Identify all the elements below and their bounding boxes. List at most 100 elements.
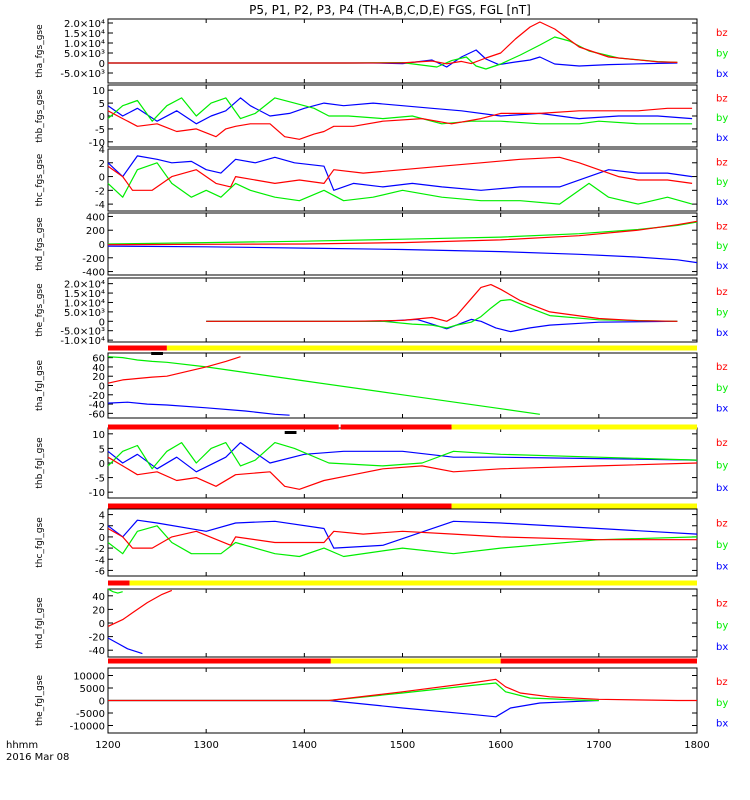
x-tick-label: 1700	[586, 740, 611, 751]
y-axis-label: thc_fgs_gse	[35, 153, 45, 206]
series-line-by	[206, 299, 678, 329]
y-tick-label: 5.0×10³	[64, 49, 105, 60]
series-line-bz	[107, 107, 693, 140]
y-tick-label: -40	[89, 646, 105, 657]
series-line-by	[107, 588, 123, 594]
y-tick-label: 10	[92, 86, 105, 97]
series-line-by	[107, 442, 698, 470]
series-line-bx	[108, 699, 599, 718]
y-tick-label: -5000	[76, 709, 105, 720]
y-tick-label: 2.0×10⁴	[64, 280, 105, 291]
status-segment-red	[108, 503, 452, 509]
status-bar-4	[108, 580, 697, 586]
x-axis-label-hhmm: hhmm	[6, 740, 38, 751]
y-tick-label: -400	[82, 268, 105, 279]
legend-by: by	[716, 48, 728, 59]
status-segment-red	[500, 658, 697, 664]
panel-frame	[107, 277, 698, 343]
legend-by: by	[716, 698, 728, 709]
x-tick-label: 1500	[390, 740, 415, 751]
status-bar-5	[108, 658, 697, 664]
x-axis: 1200 1300 1400 1500 1600 1700 1800	[95, 740, 709, 751]
status-mark	[151, 352, 163, 355]
series-line-bz	[206, 284, 678, 322]
y-tick-label: 5	[99, 444, 105, 455]
legend-by: by	[716, 113, 728, 124]
y-tick-label: 0	[99, 459, 105, 470]
legend-bx: bx	[716, 261, 728, 272]
x-tick-label: 1300	[193, 740, 218, 751]
x-tick-label: 1800	[684, 740, 709, 751]
status-segment-red	[108, 658, 331, 664]
y-tick-label: 200	[86, 226, 105, 237]
series-line-by	[108, 36, 678, 70]
panels-group: 2.0×10⁴1.5×10⁴1.0×10⁴5.0×10³0-5.0×10³tha…	[35, 18, 728, 734]
y-tick-label: -4	[95, 200, 105, 211]
panel-thd_fgl_gse: 40 20 0 -20 -40 thd_fgl_gse bz by bx	[35, 588, 728, 658]
status-segment-yellow	[166, 345, 697, 351]
series-line-by	[107, 356, 540, 415]
legend-bx: bx	[716, 719, 728, 730]
y-tick-label: 4	[99, 511, 105, 522]
y-axis-label: thd_fgl_gse	[35, 597, 45, 649]
series-line-bz	[108, 21, 678, 65]
series-line-bz	[107, 456, 698, 490]
legend-bz: bz	[716, 438, 728, 449]
x-tick-label: 1600	[488, 740, 513, 751]
y-tick-label: 1.0×10⁴	[64, 298, 105, 309]
y-tick-label: -5.0×10³	[60, 327, 105, 338]
panel-frame	[107, 588, 698, 658]
x-tick-label: 1200	[95, 740, 120, 751]
legend-bx: bx	[716, 561, 728, 572]
y-tick-label: 2	[99, 159, 105, 170]
y-tick-label: 1.5×10⁴	[64, 289, 105, 300]
status-segment-red	[340, 424, 452, 430]
series-line-bx	[206, 318, 678, 333]
legend-bz: bz	[716, 518, 728, 529]
y-tick-label: -1.0×10⁴	[60, 336, 105, 347]
y-tick-label: 2.0×10⁴	[64, 19, 105, 30]
y-tick-label: 0	[99, 533, 105, 544]
legend-bz: bz	[716, 287, 728, 298]
series-line-bz	[108, 678, 697, 702]
y-tick-label: -6	[95, 566, 105, 577]
legend-by: by	[716, 177, 728, 188]
y-tick-label: 1.0×10⁴	[64, 39, 105, 50]
y-tick-label: 20	[92, 372, 105, 383]
series-line-bz	[107, 527, 697, 549]
y-tick-label: -10	[89, 488, 105, 499]
legend-bx: bx	[716, 404, 728, 415]
y-axis-label: thb_fgs_gse	[35, 89, 45, 143]
legend-bx: bx	[716, 69, 728, 80]
panel-thd_fgs_gse: 400 200 0 -200 -400 thd_fgs_gse bz by bx	[35, 212, 728, 278]
legend-bz: bz	[716, 362, 728, 373]
y-tick-label: 0	[99, 382, 105, 393]
y-tick-label: 400	[86, 212, 105, 223]
status-mark	[284, 431, 297, 434]
series-line-bz	[107, 589, 173, 627]
panel-the_fgs_gse: 2.0×10⁴1.5×10⁴1.0×10⁴5.0×10³0-5.0×10³-1.…	[35, 277, 728, 347]
legend-by: by	[716, 540, 728, 551]
y-tick-label: -2	[95, 186, 105, 197]
y-axis-label: the_fgs_gse	[35, 283, 45, 337]
panel-thb_fgs_gse: 10 5 0 -5 -10 thb_fgs_gse bz by bx	[35, 84, 728, 149]
y-tick-label: -20	[89, 391, 105, 402]
status-segment-red	[108, 345, 167, 351]
status-segment-yellow	[129, 580, 697, 586]
y-tick-label: 0	[99, 173, 105, 184]
y-tick-label: 0	[99, 697, 105, 708]
status-bars-group	[108, 345, 697, 664]
legend-by: by	[716, 307, 728, 318]
legend-bx: bx	[716, 642, 728, 653]
legend-bx: bx	[716, 483, 728, 494]
y-tick-label: 2	[99, 522, 105, 533]
y-tick-label: -10	[89, 138, 105, 149]
y-tick-label: 20	[92, 605, 105, 616]
legend-bz: bz	[716, 677, 728, 688]
y-axis-label: thb_fgl_gse	[35, 437, 45, 489]
x-tick-label: 1400	[292, 740, 317, 751]
y-tick-label: 4	[99, 145, 105, 156]
x-axis-label-date: 2016 Mar 08	[6, 752, 69, 763]
series-line-bz	[107, 156, 693, 191]
